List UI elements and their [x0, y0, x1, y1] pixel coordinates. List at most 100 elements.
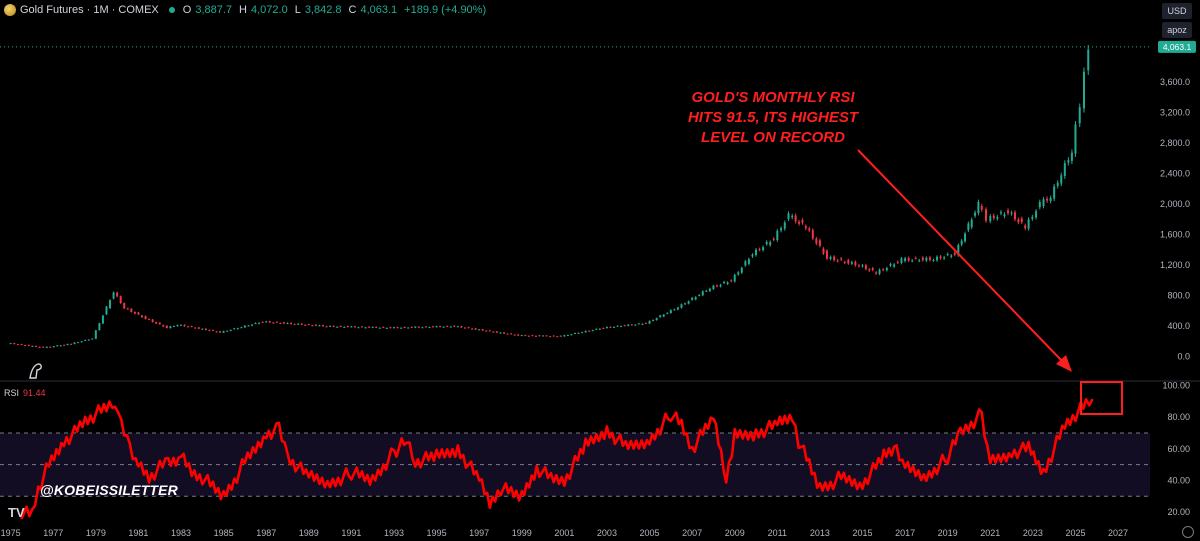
- candle-body: [659, 315, 662, 318]
- candle-body: [144, 316, 147, 319]
- candle-body: [265, 321, 268, 323]
- candle-body: [442, 326, 445, 328]
- candle-body: [964, 233, 967, 242]
- candle-body: [885, 268, 888, 271]
- replay-icon[interactable]: [29, 363, 42, 379]
- high-value: 4,072.0: [250, 4, 288, 16]
- candle-body: [822, 248, 825, 254]
- candle-body: [84, 339, 87, 341]
- axes: 0.0 400.0 800.0 1,200.0 1,600.0 2,000.0 2,400.…: [1, 40, 1196, 538]
- candle-body: [765, 241, 768, 245]
- candle-body: [190, 326, 193, 328]
- candle-body: [492, 331, 495, 333]
- candle-body: [970, 219, 973, 228]
- candle-body: [389, 327, 392, 329]
- candle-body: [939, 256, 942, 259]
- candle-body: [414, 326, 417, 328]
- candle-body: [723, 281, 726, 283]
- candle-body: [126, 308, 129, 310]
- candle-body: [488, 330, 491, 332]
- candle-body: [400, 327, 403, 329]
- candle-body: [314, 324, 317, 326]
- candle-body: [637, 323, 640, 325]
- candle-body: [350, 326, 353, 328]
- candle-body: [545, 335, 548, 337]
- candle-body: [329, 325, 332, 327]
- candle-body: [101, 315, 104, 324]
- candle-body: [353, 326, 356, 328]
- candle-body: [559, 335, 562, 337]
- time-tick-label: 1985: [214, 528, 234, 538]
- candle-body: [485, 330, 488, 332]
- candle-body: [1017, 219, 1020, 223]
- candle-body: [896, 261, 899, 263]
- candle-body: [463, 327, 466, 329]
- gold-coin-icon: [4, 4, 16, 16]
- price-tick-label: 1,600.0: [1160, 230, 1190, 240]
- time-tick-label: 1977: [43, 528, 63, 538]
- candle-body: [275, 321, 278, 323]
- candle-body: [1024, 225, 1027, 229]
- scale-button[interactable]: apoz: [1162, 22, 1192, 38]
- candle-body: [833, 256, 836, 261]
- candle-body: [176, 324, 179, 327]
- annotation-arrow: [29, 149, 1123, 415]
- time-tick-label: 2027: [1108, 528, 1128, 538]
- candle-body: [787, 213, 790, 219]
- candle-body: [219, 331, 222, 333]
- candle-body: [1020, 218, 1023, 223]
- candle-body: [882, 269, 885, 271]
- time-tick-label: 2019: [938, 528, 958, 538]
- rsi-name: RSI: [4, 388, 20, 398]
- candle-body: [45, 346, 48, 348]
- candle-body: [251, 324, 254, 326]
- candle-body: [24, 345, 27, 347]
- annotation-text: GOLD'S MONTHLY RSI HITS 91.5, ITS HIGHES…: [658, 88, 888, 148]
- low-value: 3,842.8: [304, 4, 342, 16]
- tradingview-logo-icon: TV: [8, 505, 25, 520]
- candle-body: [112, 292, 115, 299]
- candle-body: [996, 216, 999, 219]
- candle-body: [584, 330, 587, 333]
- candle-body: [417, 326, 420, 328]
- settings-icon[interactable]: [1182, 526, 1194, 538]
- candle-body: [158, 322, 161, 325]
- candle-body: [985, 209, 988, 221]
- time-tick-label: 1979: [86, 528, 106, 538]
- candle-body: [613, 326, 616, 328]
- candle-body: [506, 333, 509, 335]
- time-tick-label: 1995: [427, 528, 447, 538]
- candle-body: [769, 242, 772, 245]
- candle-body: [747, 259, 750, 264]
- candle-body: [644, 322, 647, 324]
- symbol-title[interactable]: Gold Futures · 1M · COMEX: [20, 4, 159, 16]
- rsi-tick-label: 40.00: [1167, 475, 1190, 485]
- currency-button[interactable]: USD: [1162, 3, 1192, 19]
- candle-body: [524, 335, 527, 337]
- candle-body: [385, 327, 388, 329]
- candle-body: [94, 330, 97, 339]
- candle-body: [180, 324, 183, 326]
- candle-body: [943, 257, 946, 259]
- candle-body: [829, 256, 832, 259]
- candle-body: [499, 332, 502, 334]
- candle-body: [233, 328, 236, 330]
- close-value: 4,063.1: [360, 4, 398, 16]
- candle-body: [960, 240, 963, 245]
- candle-body: [1007, 210, 1010, 214]
- close-label: C: [348, 4, 357, 16]
- candle-body: [815, 238, 818, 244]
- rsi-band: [0, 433, 1150, 497]
- candle-body: [932, 259, 935, 261]
- candle-body: [566, 334, 569, 336]
- candle-body: [243, 325, 246, 328]
- candle-body: [13, 343, 16, 345]
- candle-body: [627, 324, 630, 326]
- candle-body: [428, 327, 431, 329]
- time-tick-label: 2021: [980, 528, 1000, 538]
- candle-body: [889, 264, 892, 266]
- candle-body: [808, 228, 811, 231]
- candle-body: [194, 327, 197, 329]
- candle-body: [169, 326, 172, 329]
